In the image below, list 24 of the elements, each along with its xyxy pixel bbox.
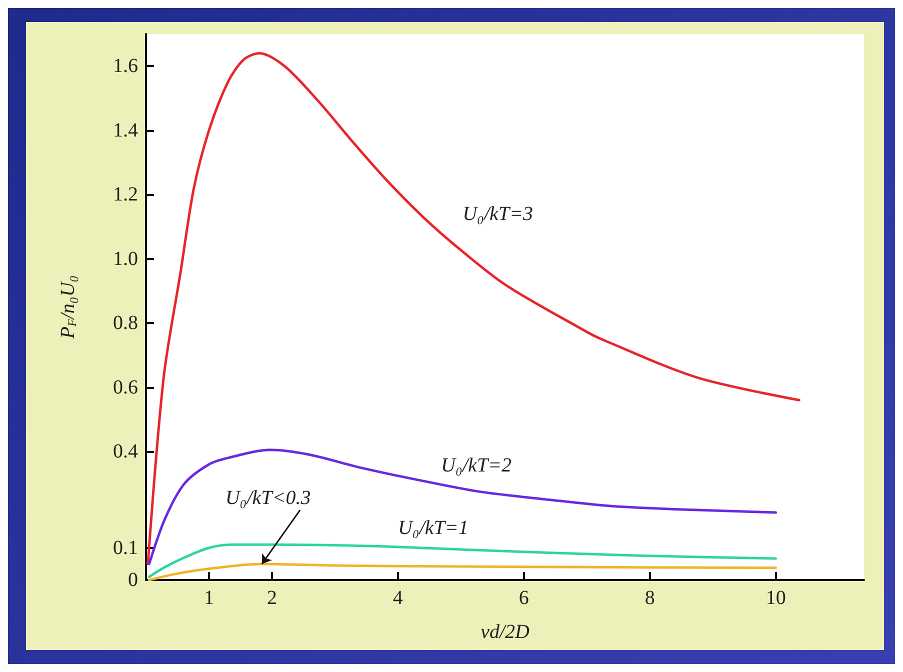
line-series <box>148 448 778 566</box>
y-tick-label: 0 <box>128 569 138 591</box>
y-tick-label: 0.8 <box>113 312 138 334</box>
series-label: U₀/kT=2 <box>441 454 512 476</box>
y-tick-label: 0.4 <box>113 440 138 463</box>
x-tick-label: 10 <box>766 587 786 609</box>
line-series <box>146 52 800 566</box>
y-tick-label: 1.2 <box>113 184 138 206</box>
x-tick-label: 4 <box>392 587 403 609</box>
x-tick-label: 6 <box>518 587 529 609</box>
y-tick-label: 1.4 <box>113 119 138 142</box>
series-label: U₀/kT=1 <box>398 517 468 540</box>
x-tick-label: 8 <box>644 587 655 609</box>
series-label: U₀/kT=3 <box>462 203 534 226</box>
x-tick-label: 2 <box>266 587 277 609</box>
y-tick-label: 0.1 <box>113 536 138 559</box>
x-axis-title: vd/2D <box>480 621 530 643</box>
x-tick-label: 1 <box>204 587 214 609</box>
y-tick-label: 1.0 <box>113 248 138 270</box>
text: U₀/kT<0.3 <box>225 487 311 510</box>
line-series <box>148 543 778 578</box>
y-tick-label: 1.6 <box>113 55 138 78</box>
y-axis-title: PF/n₀U₀ <box>57 275 79 340</box>
y-tick-label: 0.6 <box>113 376 138 398</box>
